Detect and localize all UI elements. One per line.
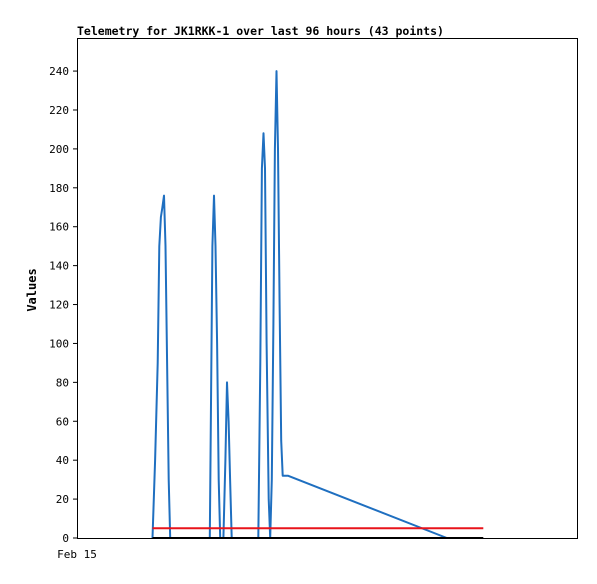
y-tick-label: 140 (49, 260, 69, 273)
series-layer (151, 70, 484, 539)
y-tick-label: 180 (49, 182, 69, 195)
y-tick-label: 40 (56, 454, 69, 467)
y-tick-label: 200 (49, 143, 69, 156)
y-tick-label: 80 (56, 376, 69, 389)
y-tick-label: 60 (56, 415, 69, 428)
y-tick-label: 20 (56, 493, 69, 506)
y-axis-label: Values (25, 268, 39, 311)
x-axis: Feb 15 (57, 548, 97, 561)
telemetry-series-line (151, 70, 448, 539)
y-tick-label: 0 (62, 532, 69, 545)
y-tick-label: 220 (49, 104, 69, 117)
y-axis: 0 20 40 60 80 100 120 140 160 180 200 220 240 (49, 65, 77, 545)
y-tick-label: 160 (49, 221, 69, 234)
y-tick-label: 240 (49, 65, 69, 78)
plot-frame (77, 38, 578, 539)
y-tick-label: 100 (49, 337, 69, 350)
y-tick-label: 120 (49, 299, 69, 312)
x-tick-label: Feb 15 (57, 548, 97, 561)
chart-title: Telemetry for JK1RKK-1 over last 96 hour… (77, 24, 444, 38)
